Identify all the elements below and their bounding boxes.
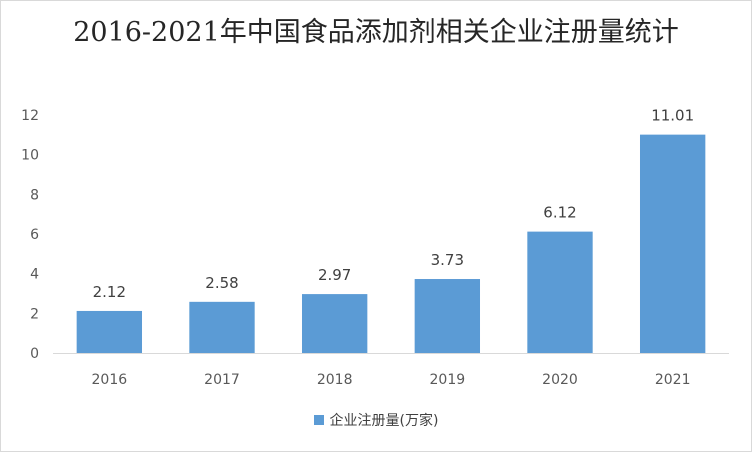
data-label: 11.01 [651, 107, 694, 125]
bar [189, 301, 255, 353]
bar [527, 231, 593, 353]
data-label: 3.73 [431, 251, 464, 269]
y-tick-label: 8 [30, 187, 39, 203]
y-tick-label: 0 [30, 346, 39, 362]
legend: 企业注册量(万家) [1, 410, 751, 430]
bar [76, 310, 143, 353]
x-tick-label: 2020 [542, 372, 578, 388]
x-tick-label: 2019 [430, 372, 466, 388]
data-label: 2.12 [93, 283, 126, 301]
y-tick-label: 10 [21, 148, 39, 164]
bar [639, 134, 706, 353]
legend-swatch [313, 415, 324, 425]
x-tick-label: 2018 [317, 372, 353, 388]
x-tick-label: 2016 [92, 372, 128, 388]
data-label: 2.58 [205, 274, 238, 292]
x-tick-label: 2021 [655, 372, 691, 388]
y-tick-label: 12 [21, 108, 39, 124]
bar [414, 279, 481, 353]
legend-label: 企业注册量(万家) [329, 413, 439, 429]
chart-title: 2016-2021年中国食品添加剂相关企业注册量统计 [73, 17, 679, 48]
y-tick-label: 6 [30, 227, 39, 243]
y-tick-label: 2 [30, 306, 39, 322]
x-tick-label: 2017 [204, 372, 240, 388]
bar [301, 294, 368, 353]
data-label: 2.97 [318, 266, 351, 284]
y-tick-label: 4 [30, 267, 39, 283]
data-label: 6.12 [543, 204, 576, 222]
